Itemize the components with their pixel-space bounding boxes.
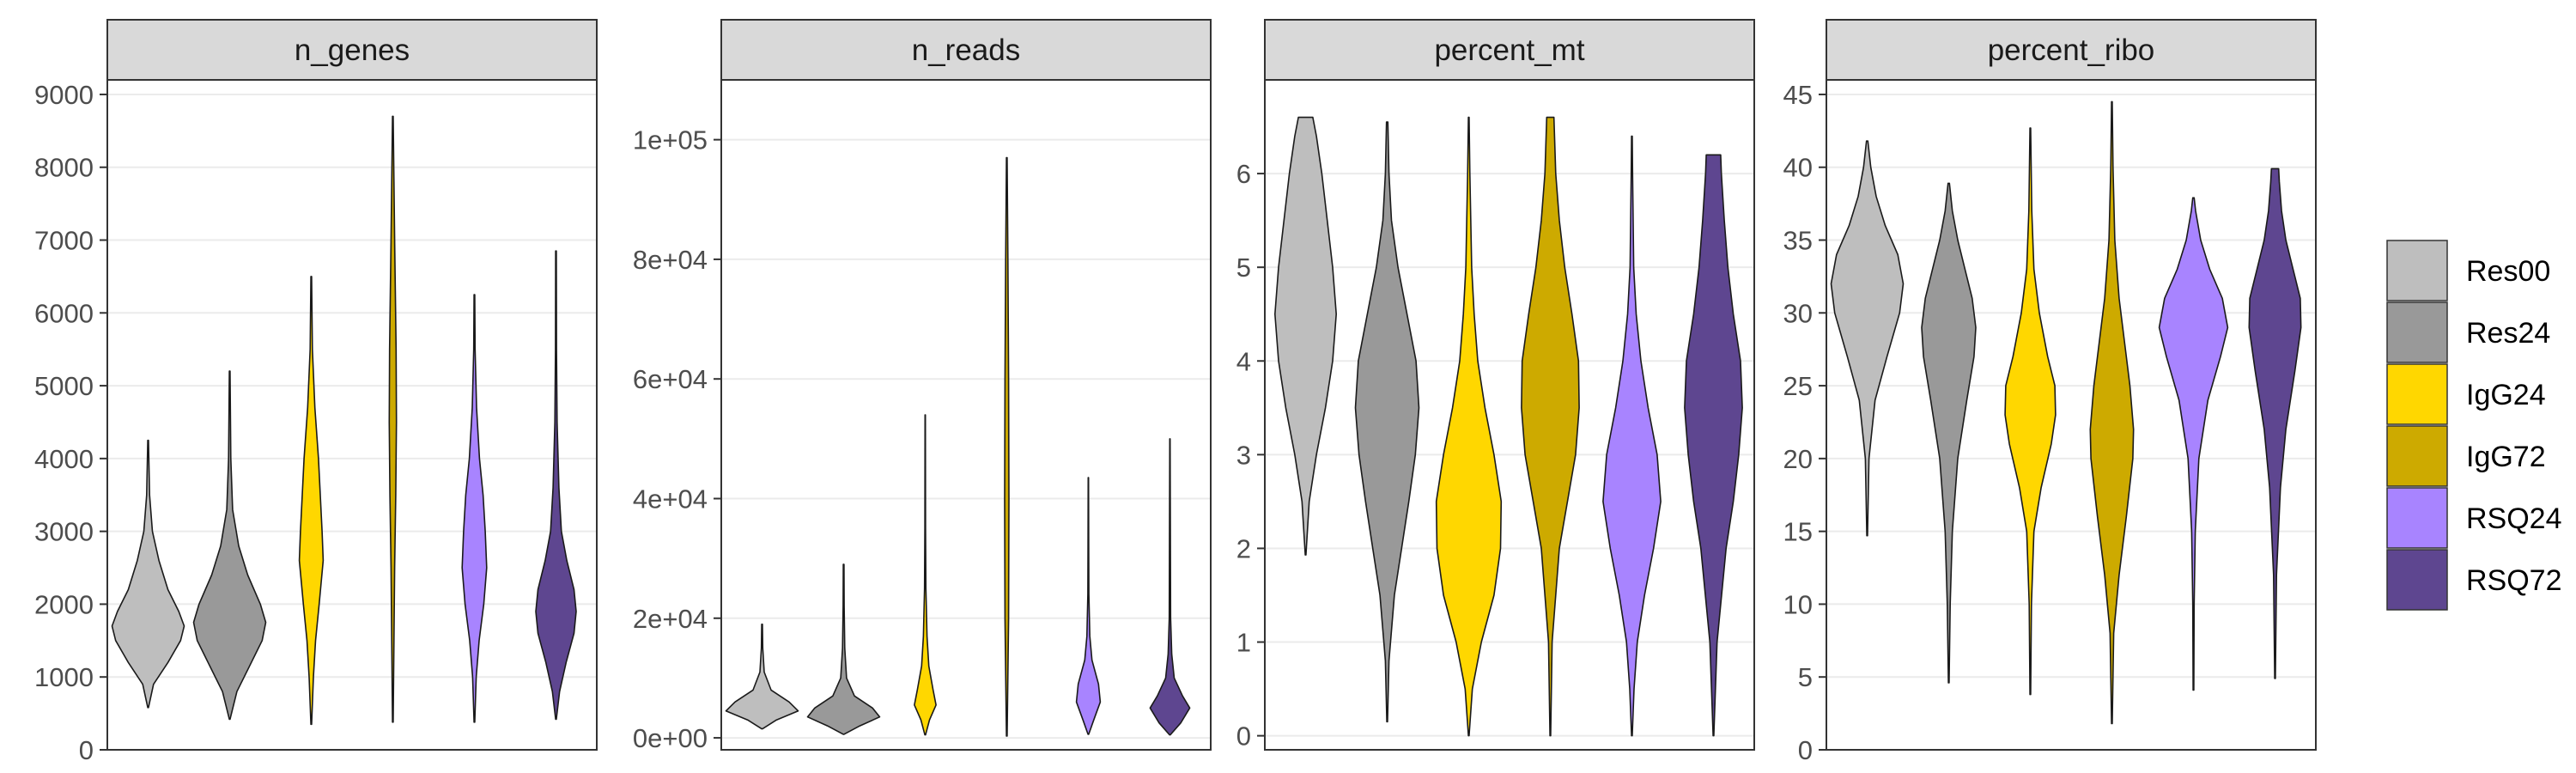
plot-area <box>1265 80 1754 750</box>
legend-item-rsq72: RSQ72 <box>2386 549 2562 611</box>
panel-n-genes: n_genes 0 1000 2000 3000 4000 5000 6000 7000 8000… <box>34 19 598 765</box>
panel-percent-mt: percent_mt 0 1 2 3 4 5 6 <box>1236 19 1755 752</box>
violin-res00 <box>1274 116 1337 556</box>
violin-res24 <box>1921 182 1977 684</box>
violin-rsq72 <box>1684 154 1743 737</box>
y-tick-label: 8e+04 <box>633 245 708 275</box>
y-tick-label: 1e+05 <box>633 125 708 155</box>
legend-label: Res24 <box>2466 317 2550 350</box>
y-tick-label: 3 <box>1236 440 1251 470</box>
legend-label: IgG72 <box>2466 441 2546 473</box>
plot-area <box>721 80 1211 750</box>
y-tick-label: 9000 <box>34 80 94 110</box>
violin-igg24 <box>1435 116 1503 737</box>
legend-key <box>2386 363 2448 425</box>
violin-rsq72 <box>1149 438 1191 736</box>
y-tick-label: 2 <box>1236 533 1251 563</box>
y-tick-label: 4 <box>1236 346 1251 376</box>
violin-res24 <box>806 563 881 735</box>
violin-res00 <box>111 439 185 709</box>
y-tick-label: 0 <box>79 735 94 765</box>
y-tick-label: 1000 <box>34 662 94 692</box>
facet-strip-label: n_genes <box>295 33 410 67</box>
panel-percent-ribo: percent_ribo 0 5 10 15 20 25 30 35 40 45 <box>1783 19 2317 765</box>
y-tick-label: 25 <box>1783 371 1813 401</box>
facet-strip <box>1264 19 1755 81</box>
violin-res24 <box>192 370 267 721</box>
y-tick-label: 6e+04 <box>633 364 708 394</box>
legend-item-igg24: IgG24 <box>2386 363 2546 425</box>
legend-key <box>2386 301 2448 363</box>
legend-label: Res00 <box>2466 255 2550 288</box>
y-tick-label: 4e+04 <box>633 484 708 514</box>
y-tick-label: 7000 <box>34 226 94 256</box>
violin-rsq72 <box>535 250 577 721</box>
legend-key <box>2386 487 2448 549</box>
violin-igg24 <box>914 414 937 736</box>
panel-border <box>1264 79 1755 751</box>
legend-key <box>2386 549 2448 611</box>
legend-key <box>2386 240 2448 301</box>
y-tick-label: 45 <box>1783 80 1813 110</box>
violin-igg72 <box>1004 156 1010 737</box>
panel-border <box>720 79 1212 751</box>
violin-rsq24 <box>1075 477 1102 735</box>
facet-strip <box>1826 19 2317 81</box>
legend-label: RSQ72 <box>2466 564 2562 597</box>
violin-igg24 <box>298 276 325 726</box>
y-tick-label: 5 <box>1236 253 1251 283</box>
violin-rsq72 <box>2248 167 2302 679</box>
legend: Res00 Res24 IgG24 IgG72 RSQ24 RSQ72 <box>2386 240 2562 611</box>
y-tick-label: 0e+00 <box>633 723 708 753</box>
legend-label: RSQ24 <box>2466 502 2562 535</box>
y-tick-label: 30 <box>1783 298 1813 328</box>
y-tick-label: 35 <box>1783 226 1813 256</box>
y-tick-label: 8000 <box>34 153 94 183</box>
legend-label: IgG24 <box>2466 379 2546 411</box>
facet-strip-label: percent_ribo <box>1988 33 2155 67</box>
violin-rsq24 <box>1602 135 1662 737</box>
y-tick-label: 2000 <box>34 589 94 619</box>
legend-item-rsq24: RSQ24 <box>2386 487 2562 549</box>
y-tick-label: 40 <box>1783 153 1813 183</box>
y-tick-label: 1 <box>1236 628 1251 658</box>
y-tick-label: 15 <box>1783 517 1813 547</box>
facet-strip-label: n_reads <box>912 33 1020 67</box>
violin-res24 <box>1354 121 1420 723</box>
legend-item-res24: Res24 <box>2386 301 2550 363</box>
y-tick-label: 5 <box>1798 662 1813 692</box>
y-tick-label: 6000 <box>34 298 94 328</box>
panel-border <box>1826 79 2317 751</box>
violin-res00 <box>725 624 799 730</box>
violin-igg24 <box>2004 127 2057 696</box>
violin-rsq24 <box>461 294 488 723</box>
panel-border <box>106 79 598 751</box>
violin-igg72 <box>1521 116 1580 737</box>
y-tick-label: 5000 <box>34 371 94 401</box>
y-tick-label: 0 <box>1236 721 1251 752</box>
y-tick-label: 10 <box>1783 589 1813 619</box>
facet-panels: n_genes010002000300040005000600070008000… <box>34 19 2317 765</box>
violin-igg72 <box>388 115 398 723</box>
y-tick-label: 3000 <box>34 517 94 547</box>
violin-rsq24 <box>2158 197 2229 691</box>
plot-area <box>107 80 597 750</box>
facet-strip-label: percent_mt <box>1434 33 1584 67</box>
violin-igg72 <box>2089 100 2135 725</box>
legend-key <box>2386 425 2448 487</box>
plot-area <box>1826 80 2316 750</box>
y-tick-label: 6 <box>1236 159 1251 189</box>
y-tick-label: 0 <box>1798 735 1813 765</box>
legend-item-res00: Res00 <box>2386 240 2550 301</box>
violin-res00 <box>1830 140 1905 537</box>
facet-strip <box>106 19 598 81</box>
legend-item-igg72: IgG72 <box>2386 425 2546 487</box>
y-tick-label: 2e+04 <box>633 604 708 634</box>
y-tick-label: 4000 <box>34 444 94 474</box>
panel-n-reads: n_reads 0e+00 2e+04 4e+04 6e+04 8e+04 1e+05 <box>633 19 1212 753</box>
y-tick-label: 20 <box>1783 444 1813 474</box>
